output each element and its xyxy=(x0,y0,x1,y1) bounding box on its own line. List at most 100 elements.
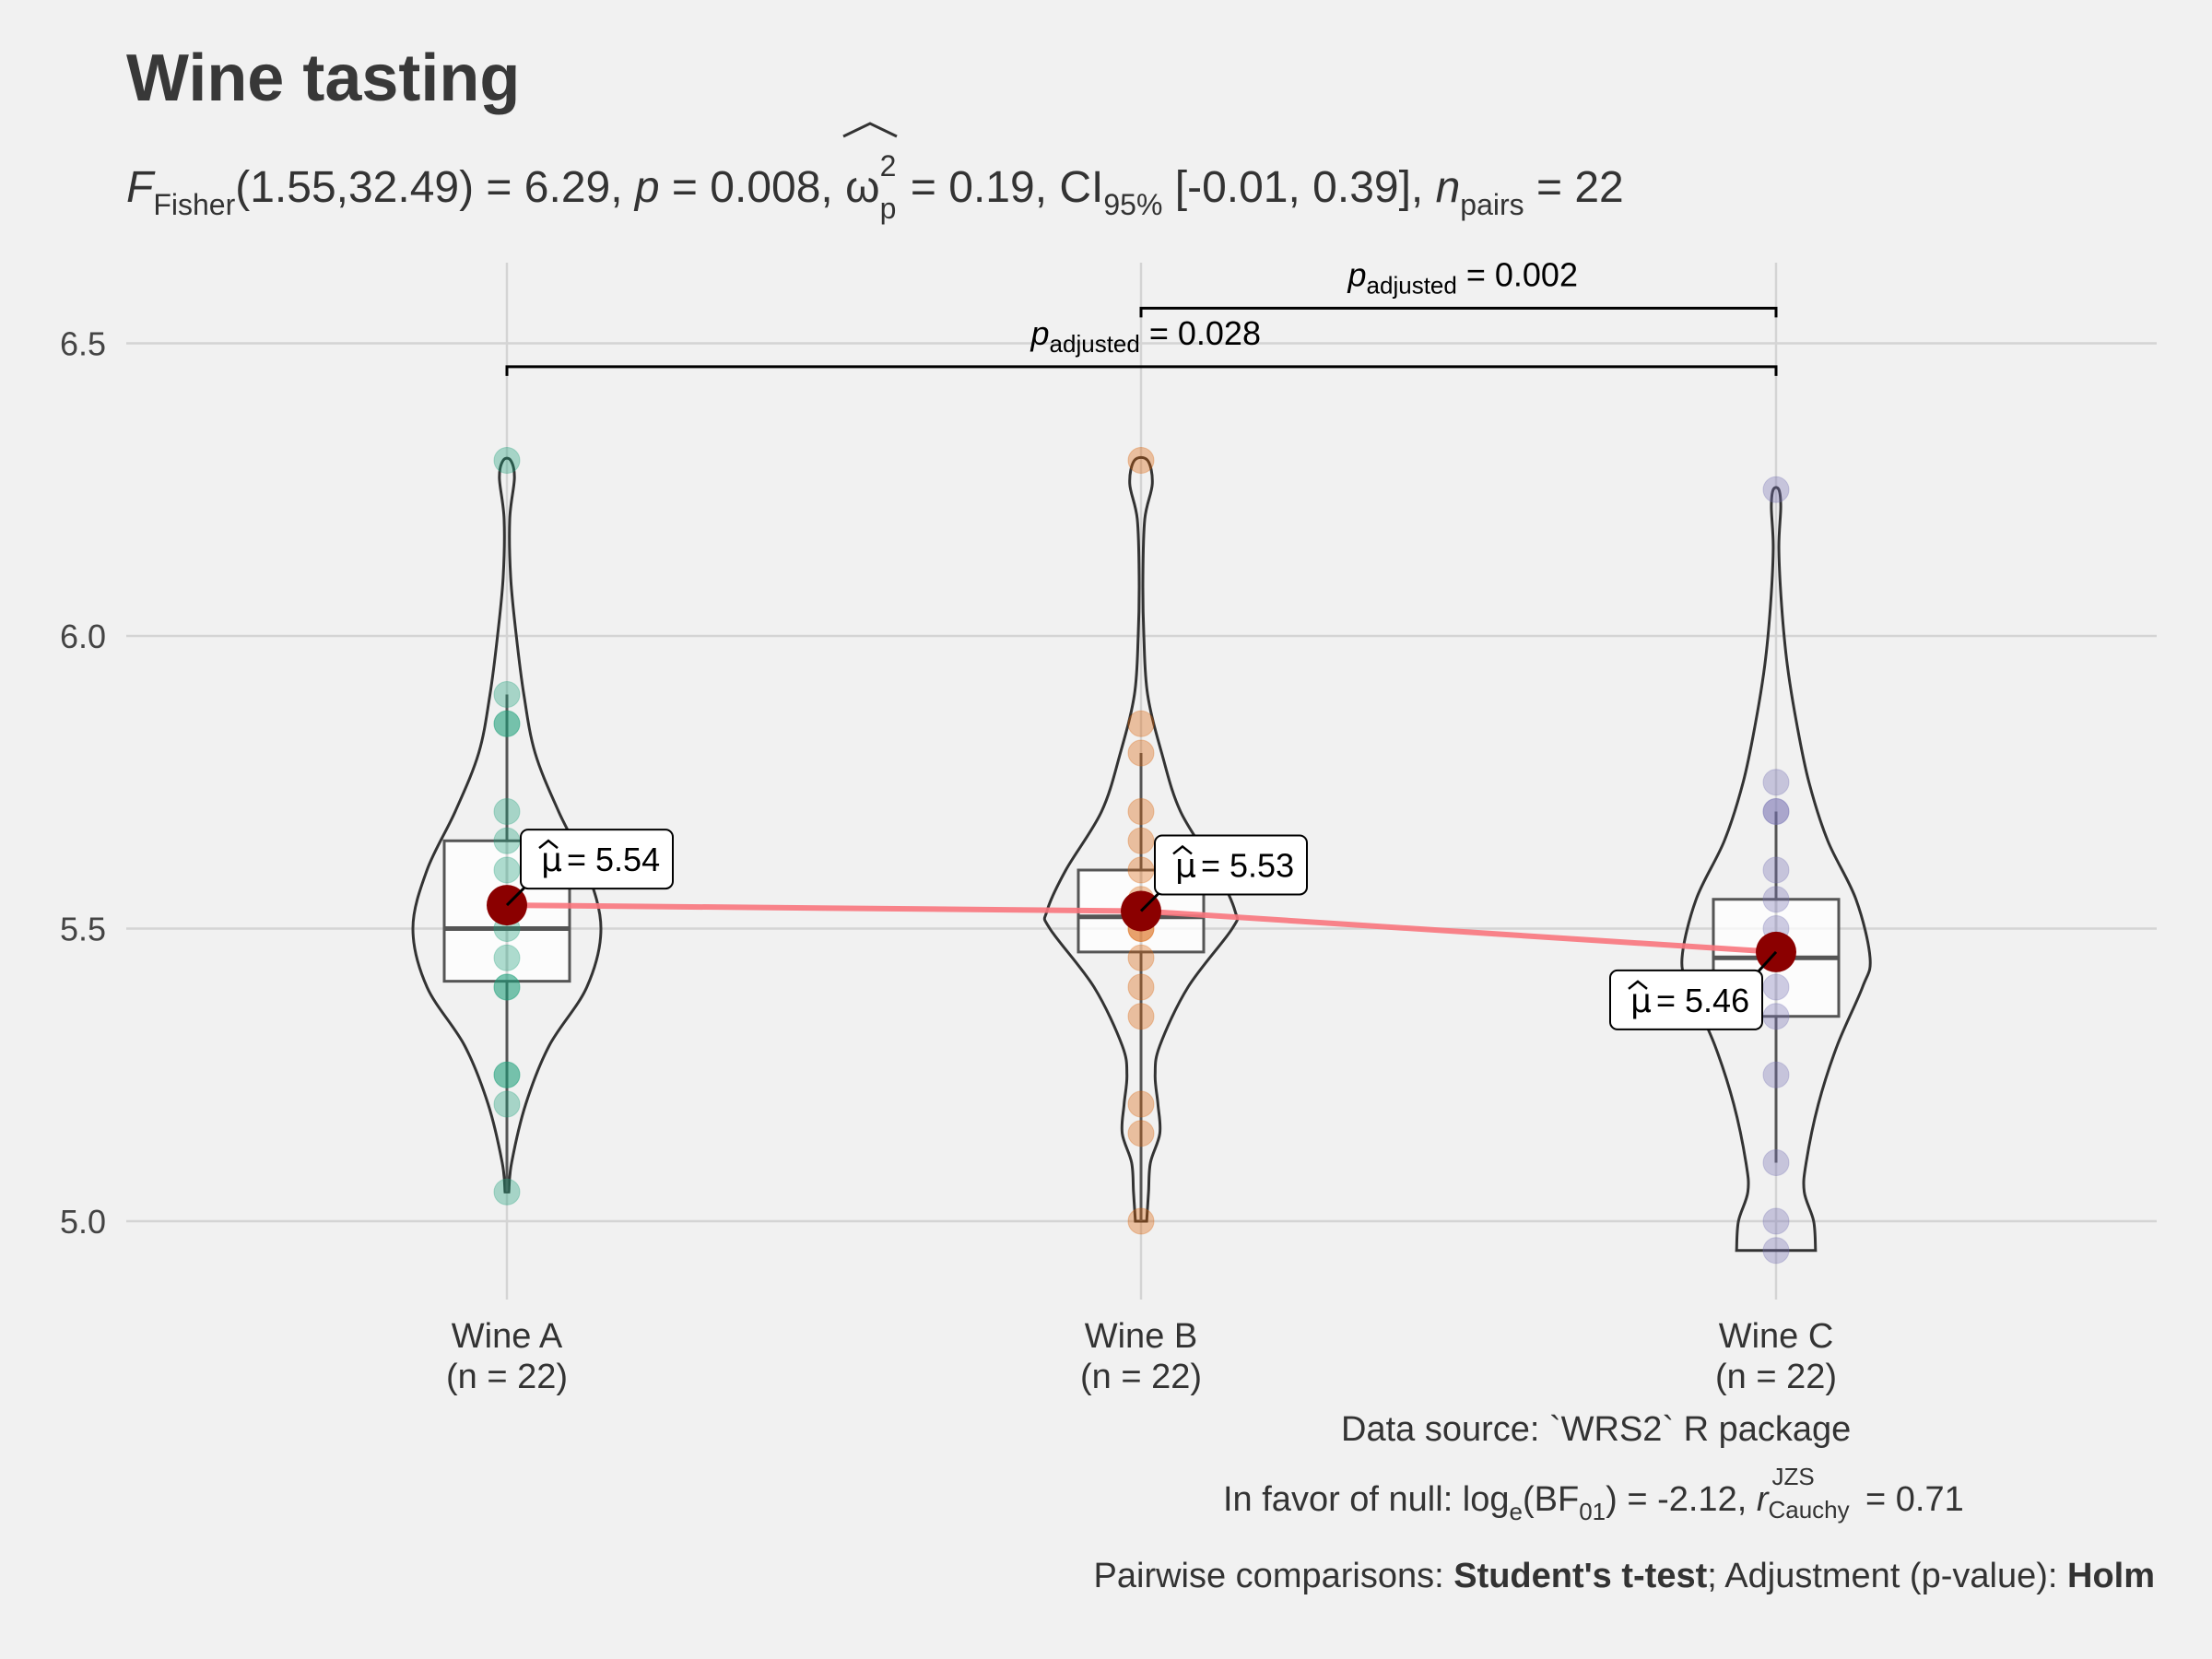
mean-label-box xyxy=(1154,834,1308,896)
data-point xyxy=(1762,973,1790,1001)
mean-value: = 5.54 xyxy=(567,841,660,878)
data-point xyxy=(493,944,521,971)
comparison-p-symbol: p xyxy=(1030,314,1050,352)
x-tick-label: Wine B xyxy=(1085,1317,1197,1356)
x-tick-n-label: (n = 22) xyxy=(446,1358,568,1396)
data-source-caption: Data source: `WRS2` R package xyxy=(1341,1410,1852,1449)
pairwise-mid: ; Adjustment (p-value): xyxy=(1707,1557,2067,1595)
data-point xyxy=(1762,1149,1790,1176)
data-point xyxy=(1127,1207,1155,1235)
comparison-bracket xyxy=(505,365,1778,376)
pairwise-prefix: Pairwise comparisons: xyxy=(1093,1557,1454,1595)
data-point xyxy=(1127,827,1155,854)
data-point xyxy=(493,710,521,737)
x-tick-label: Wine A xyxy=(452,1317,563,1356)
data-point xyxy=(493,681,521,708)
y-tick-label: 6.5 xyxy=(60,325,106,363)
violin-outline xyxy=(1042,455,1240,1223)
p-text: = 0.008, xyxy=(659,163,846,212)
omega-hat-icon xyxy=(842,122,898,138)
data-point xyxy=(1762,798,1790,825)
data-point xyxy=(1762,798,1790,825)
mean-hat-icon xyxy=(1628,980,1648,990)
data-point xyxy=(1127,1120,1155,1147)
comparison-label: padjusted = 0.028 xyxy=(1030,314,1261,358)
data-point xyxy=(1127,856,1155,884)
bf-sub-01: 01 xyxy=(1579,1498,1606,1525)
comparison-bracket xyxy=(1139,306,1778,318)
comparison-p-symbol: p xyxy=(1347,255,1367,293)
comparison-p-sub: adjusted xyxy=(1050,330,1140,358)
data-point xyxy=(1762,1207,1790,1235)
data-point xyxy=(493,973,521,1001)
ci-sub: 95% xyxy=(1103,188,1163,221)
n-symbol: n xyxy=(1435,163,1461,212)
mean-value: = 5.46 xyxy=(1656,982,1749,1019)
r-text: = 0.71 xyxy=(1855,1480,1964,1519)
data-point xyxy=(493,856,521,884)
mean-leader-line xyxy=(505,886,527,907)
data-point xyxy=(493,447,521,474)
x-tick-n-label: (n = 22) xyxy=(1080,1358,1202,1396)
r-symbol: r xyxy=(1756,1480,1769,1519)
comparison-p-value: = 0.002 xyxy=(1457,255,1578,293)
mean-symbol: μ xyxy=(1630,982,1652,1020)
y-tick-label: 5.5 xyxy=(60,911,106,948)
data-point xyxy=(1127,1003,1155,1030)
mean-label: μ = 5.53 xyxy=(1154,834,1308,896)
y-tick-label: 5.0 xyxy=(60,1203,106,1241)
data-point xyxy=(1762,476,1790,503)
chart-subtitle: FFisher(1.55,32.49) = 6.29, p = 0.008, ω… xyxy=(126,122,1624,225)
x-tick-label: Wine C xyxy=(1719,1317,1834,1356)
ci-text: [-0.01, 0.39], xyxy=(1162,163,1436,212)
bf-after: ) = -2.12, xyxy=(1606,1480,1757,1519)
p-symbol: p xyxy=(634,163,660,212)
mean-hat-icon xyxy=(1172,844,1193,855)
bf-prefix: In favor of null: log xyxy=(1223,1480,1510,1519)
data-point xyxy=(1127,1090,1155,1118)
mean-symbol: μ xyxy=(541,841,562,879)
pairwise-adj: Holm xyxy=(2067,1557,2155,1595)
omega-sup: 2 xyxy=(879,149,897,183)
comparison-p-sub: adjusted xyxy=(1367,271,1457,299)
data-point xyxy=(1127,944,1155,971)
data-point xyxy=(493,1178,521,1206)
mean-label-box xyxy=(1609,969,1763,1030)
mean-symbol: μ xyxy=(1175,847,1196,885)
data-point xyxy=(1127,798,1155,825)
n-sub: pairs xyxy=(1460,188,1524,221)
data-point xyxy=(1762,886,1790,913)
data-point xyxy=(1762,1061,1790,1088)
mean-value: = 5.53 xyxy=(1201,846,1294,884)
data-point xyxy=(493,1090,521,1118)
n-text: = 22 xyxy=(1524,163,1624,212)
data-point xyxy=(1127,447,1155,474)
x-tick-n-label: (n = 22) xyxy=(1715,1358,1837,1396)
violin-outline xyxy=(411,456,603,1194)
omega-sub: p xyxy=(879,192,897,226)
data-point xyxy=(493,1061,521,1088)
f-sub: Fisher xyxy=(153,188,236,221)
data-point xyxy=(1762,1003,1790,1030)
data-point xyxy=(1762,769,1790,796)
mean-label-box xyxy=(520,829,674,890)
mean-hat-icon xyxy=(538,839,559,850)
data-point xyxy=(493,1061,521,1088)
bf-sub-e: e xyxy=(1509,1498,1523,1525)
data-point xyxy=(493,710,521,737)
data-point xyxy=(1127,710,1155,737)
mean-leader-line xyxy=(1139,891,1161,912)
mean-label: μ = 5.46 xyxy=(1609,969,1763,1030)
comparison-label: padjusted = 0.002 xyxy=(1347,255,1578,299)
comparison-p-value: = 0.028 xyxy=(1140,314,1261,352)
r-sub: Cauchy xyxy=(1768,1495,1850,1524)
f-symbol: F xyxy=(126,163,154,212)
mean-label: μ = 5.54 xyxy=(520,829,674,890)
data-point xyxy=(1127,973,1155,1001)
bf-mid: (BF xyxy=(1522,1480,1580,1519)
r-sup: JZS xyxy=(1771,1462,1815,1490)
data-point xyxy=(493,973,521,1001)
